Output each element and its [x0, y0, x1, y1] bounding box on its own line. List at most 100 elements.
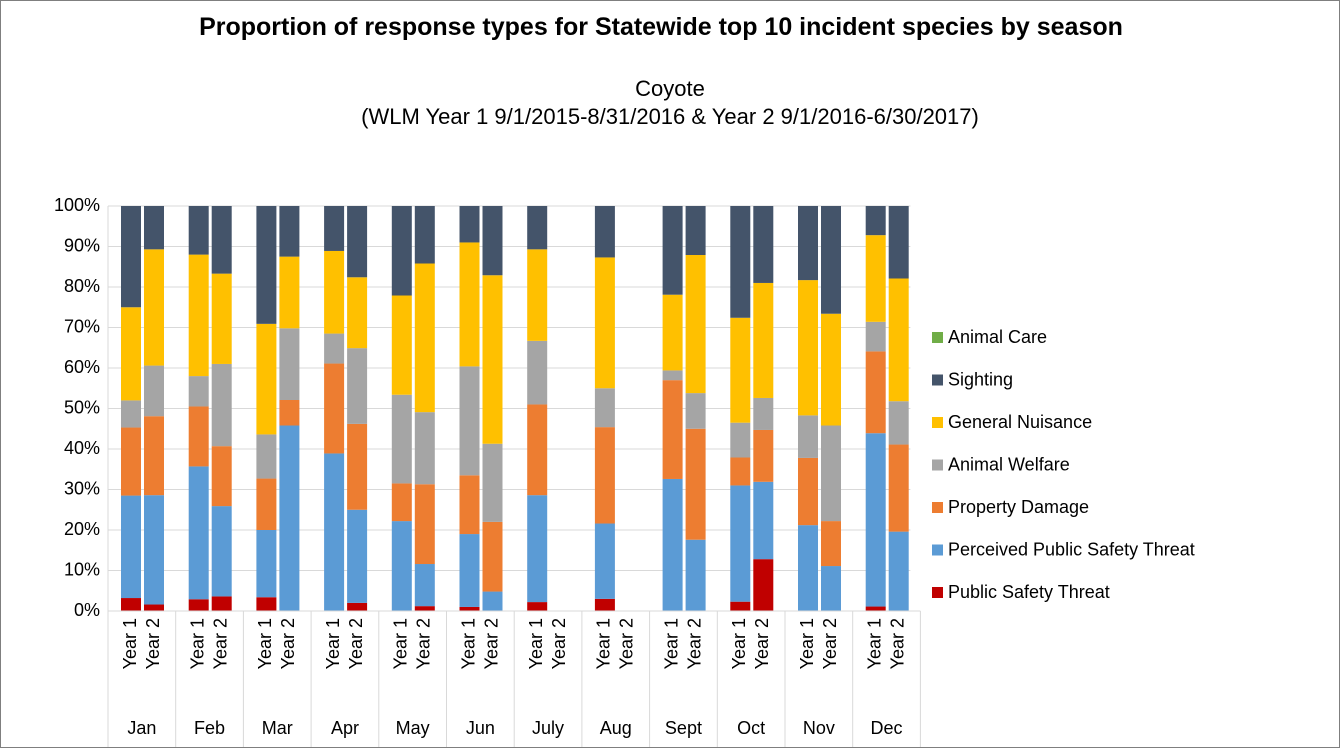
- bar-segment: [685, 206, 706, 256]
- bar-segment: [279, 256, 300, 329]
- bar-segment: [414, 206, 435, 264]
- bar-segment: [594, 388, 615, 428]
- bar-segment: [888, 278, 909, 402]
- x-tick-label: Year 1: [458, 618, 478, 669]
- bar-segment: [798, 457, 818, 526]
- bar-segment: [414, 263, 435, 413]
- bar-segment: [279, 425, 300, 611]
- bar-segment: [347, 602, 368, 611]
- bar-segment: [730, 485, 751, 602]
- x-tick-label: Year 2: [684, 618, 704, 669]
- x-tick-label: Year 2: [549, 618, 569, 669]
- y-tick-label: 90%: [64, 235, 100, 255]
- legend-label: Property Damage: [948, 497, 1089, 517]
- bar-segment: [888, 401, 909, 445]
- legend-label: Perceived Public Safety Threat: [948, 539, 1195, 559]
- legend-label: Animal Welfare: [948, 454, 1070, 474]
- x-tick-label: Year 2: [887, 618, 907, 669]
- bar-segment: [685, 428, 706, 540]
- bar-segment: [865, 235, 886, 322]
- legend-swatch: [932, 459, 943, 471]
- bar-segment: [279, 399, 300, 426]
- bar-segment: [527, 206, 548, 250]
- x-tick-label: Year 2: [820, 618, 840, 669]
- group-label: July: [532, 718, 564, 738]
- x-tick-label: Year 1: [323, 618, 343, 669]
- bar-segment: [798, 415, 818, 458]
- legend-label: Animal Care: [948, 327, 1047, 347]
- y-tick-label: 40%: [64, 438, 100, 458]
- bar-segment: [459, 206, 480, 243]
- x-tick-label: Year 2: [481, 618, 501, 669]
- bar-segment: [211, 446, 232, 507]
- bar-segment: [188, 376, 209, 407]
- bar-segment: [865, 206, 886, 236]
- bar-segment: [391, 521, 412, 611]
- bar-segment: [888, 531, 909, 611]
- bar-segment: [279, 328, 300, 400]
- x-tick-label: Year 1: [120, 618, 140, 669]
- bar-segment: [662, 294, 683, 371]
- bar-segment: [256, 530, 277, 598]
- bar-segment: [685, 255, 706, 394]
- chart-subtitle: Coyote: [635, 76, 705, 101]
- legend-label: Public Safety Threat: [948, 582, 1110, 602]
- legend-label: General Nuisance: [948, 412, 1092, 432]
- bar-segment: [685, 539, 706, 611]
- group-label: Dec: [871, 718, 903, 738]
- bar-segment: [482, 521, 503, 592]
- bar-segment: [256, 206, 277, 324]
- bar-segment: [594, 206, 615, 258]
- bar-segment: [211, 506, 232, 597]
- bar-segment: [121, 400, 141, 428]
- x-tick-label: Year 1: [797, 618, 817, 669]
- bar-segment: [730, 206, 751, 318]
- bar-segment: [730, 422, 751, 458]
- bar-segment: [144, 365, 164, 417]
- x-tick-label: Year 1: [526, 618, 546, 669]
- bar-segment: [821, 206, 841, 314]
- bar-segment: [662, 380, 683, 479]
- y-tick-label: 80%: [64, 276, 100, 296]
- bar-segment: [527, 602, 548, 611]
- y-tick-label: 10%: [64, 559, 100, 579]
- bar-segment: [594, 598, 615, 611]
- bar-segment: [121, 598, 141, 611]
- bar-segment: [324, 333, 345, 364]
- bar-segment: [211, 273, 232, 364]
- bar-segment: [753, 206, 774, 283]
- legend-swatch: [932, 417, 943, 428]
- bar-segment: [888, 444, 909, 532]
- group-label: Apr: [331, 718, 359, 738]
- bar-segment: [527, 404, 548, 496]
- bar-segment: [324, 363, 345, 454]
- bar-segment: [594, 427, 615, 524]
- bar-segment: [391, 483, 412, 522]
- bar-segment: [188, 466, 209, 600]
- bar-segment: [662, 370, 683, 381]
- bar-segment: [256, 478, 277, 530]
- bar-segment: [482, 206, 503, 276]
- bar-segment: [865, 433, 886, 607]
- bar-segment: [730, 457, 751, 486]
- bar-segment: [753, 429, 774, 482]
- bar-segment: [324, 453, 345, 611]
- bar-segment: [798, 206, 818, 281]
- bar-segment: [279, 206, 300, 257]
- bar-segment: [753, 397, 774, 430]
- bar-segment: [685, 393, 706, 429]
- bar-segment: [414, 564, 435, 607]
- x-tick-label: Year 1: [729, 618, 749, 669]
- legend-swatch: [932, 502, 943, 513]
- bar-segment: [821, 521, 841, 567]
- bar-segment: [414, 412, 435, 485]
- bar-segment: [459, 606, 480, 611]
- bar-segment: [414, 606, 435, 611]
- bar-segment: [753, 282, 774, 398]
- bar-segment: [888, 206, 909, 279]
- y-tick-label: 70%: [64, 316, 100, 336]
- y-tick-label: 100%: [54, 195, 100, 215]
- legend-swatch: [932, 544, 943, 556]
- bar-segment: [821, 313, 841, 426]
